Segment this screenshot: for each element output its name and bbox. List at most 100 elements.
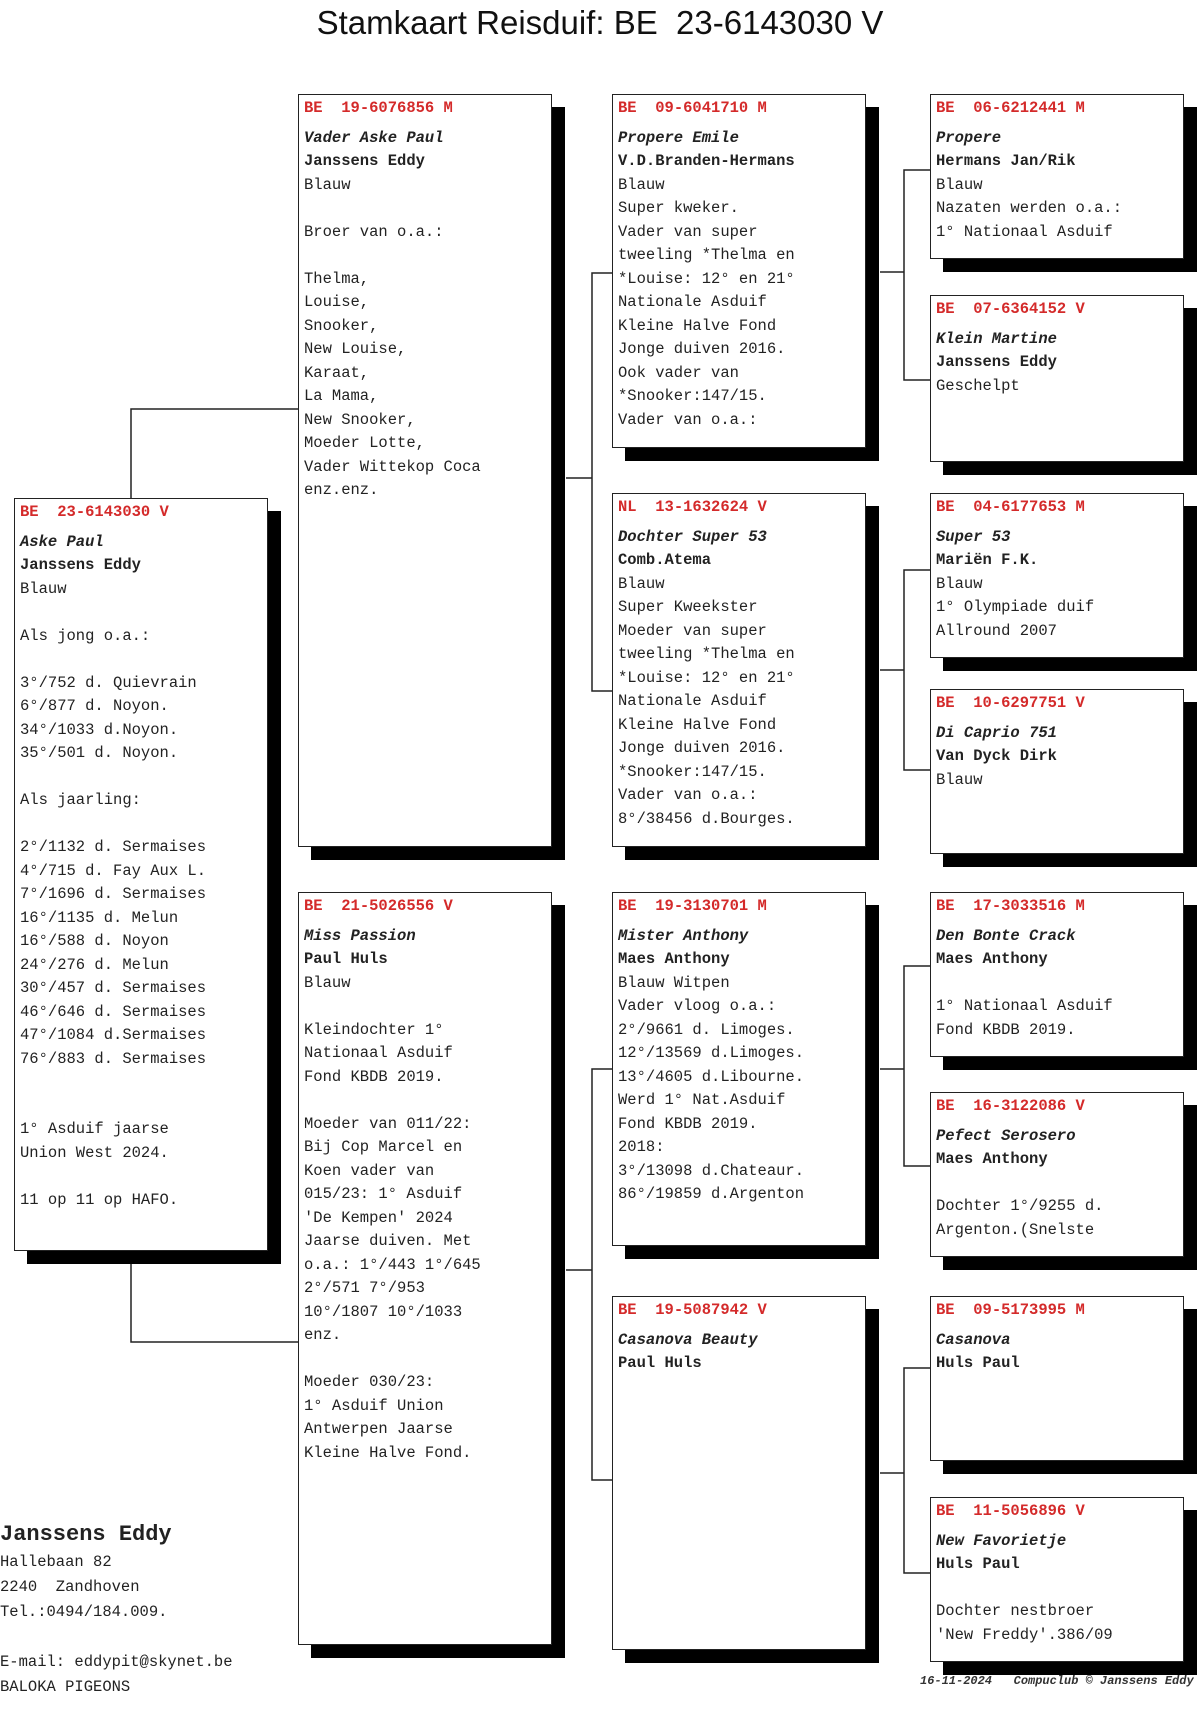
pigeon-owner: Janssens Eddy [20,556,141,574]
pigeon-note-line: Dochter 1°/9255 d. [936,1197,1104,1215]
ring-number: 13-1632624 [655,498,749,516]
pigeon-note-line: Thelma, [304,269,370,288]
pigeon-card-mm: BE 19-5087942 V Casanova Beauty Paul Huls [612,1296,866,1650]
pigeon-card-ff: BE 09-6041710 M Propere Emile V.D.Branden-… [612,94,866,448]
pigeon-note-line: *Louise: 12° en 21° [618,269,795,288]
footer-credit: 16-11-2024 Compuclub © Janssens Eddy [920,1674,1194,1688]
ring-sex: V [757,1301,767,1319]
pigeon-owner: Van Dyck Dirk [936,747,1057,765]
pigeon-note-line: 2°/571 7°/953 [304,1279,425,1297]
ring-number: 06-6212441 [973,99,1067,117]
connector-mm-parents [903,1367,930,1574]
pigeon-name: Pefect Serosero [936,1126,1076,1145]
pigeon-owner: Janssens Eddy [936,353,1057,371]
pigeon-name: New Favorietje [936,1531,1067,1550]
pigeon-note-line [20,648,267,672]
pigeon-name: Propere Emile [618,128,739,147]
pigeon-note-line [304,197,551,221]
pigeon-note-line: 2°/1132 d. Sermaises [20,838,207,856]
pigeon-note-line: Blauw [936,574,983,593]
pigeon-note-line: 86°/19859 d.Argenton [618,1185,805,1203]
pigeon-note-line: Bij Cop Marcel en [304,1138,463,1156]
pigeon-note-line [20,813,267,837]
pigeon-card-mfm: BE 16-3122086 V Pefect Serosero Maes Antho… [930,1092,1184,1257]
pigeon-card-ffm: BE 07-6364152 V Klein Martine Janssens Edd… [930,295,1184,462]
pigeon-note-line: Kleindochter 1° [304,1020,444,1039]
pigeon-card-fm: NL 13-1632624 V Dochter Super 53 Comb.Atem… [612,493,866,847]
pigeon-note-line [936,1577,1183,1601]
pigeon-note-line: Vader van o.a.: [618,410,758,429]
pigeon-owner: Mariën F.K. [936,551,1039,569]
ring-sex: V [159,503,169,521]
pigeon-note-line: Jaarse duiven. Met [304,1232,472,1250]
pigeon-note-line: Werd 1° Nat.Asduif [618,1091,786,1109]
ring-sex: M [757,897,767,915]
pigeon-note-line: Antwerpen Jaarse [304,1420,453,1438]
pigeon-card-fff: BE 06-6212441 M Propere Hermans Jan/Rik Bla… [930,94,1184,259]
pigeon-card-fmf: BE 04-6177653 M Super 53 Mariën F.K. Blauw 1… [930,493,1184,658]
pigeon-owner: Maes Anthony [936,1150,1048,1168]
pigeon-note-line: Geschelpt [936,376,1020,395]
pigeon-card-mmm: BE 11-5056896 V New Favorietje Huls Paul Do… [930,1497,1184,1662]
ring-number: 16-3122086 [973,1097,1067,1115]
ring-country: BE [618,1301,637,1319]
ring-number: 09-6041710 [655,99,749,117]
pigeon-note-line [20,601,267,625]
connector-fm-parents [903,569,930,771]
pigeon-note-line: 'De Kempen' 2024 [304,1208,453,1227]
breeder-info: Janssens Eddy Hallebaan 82 2240 Zandhoven… [0,1520,233,1700]
pigeon-note-line: Broer van o.a.: [304,222,444,241]
pigeon-note-line: Nazaten werden o.a.: [936,199,1123,217]
ring-country: BE [618,99,637,117]
pigeon-note-line: 6°/877 d. Noyon. [20,697,169,715]
pigeon-note-line: Karaat, [304,363,370,382]
ring-sex: V [1075,1097,1085,1115]
pigeon-note-line [304,244,551,268]
ring-sex: M [1075,498,1085,516]
pigeon-name: Den Bonte Crack [936,926,1076,945]
pigeon-note-line: enz.enz. [304,481,379,499]
ring-number: NL 13-1632624 V [618,496,865,520]
pigeon-note-line: 2018: [618,1138,665,1156]
pigeon-note-line: Fond KBDB 2019. [618,1114,758,1133]
pigeon-note-line: Vader Wittekop Coca [304,457,481,476]
connector-main-father [130,408,298,498]
ring-number: BE 19-6076856 M [304,97,551,121]
pigeon-note-line: Nationaal Asduif [304,1044,453,1062]
pigeon-note-line: 10°/1807 10°/1033 [304,1302,463,1321]
pigeon-note-line: 1° Nationaal Asduif [936,222,1113,241]
pigeon-name: Casanova [936,1330,1011,1349]
pigeon-name: Vader Aske Paul [304,128,444,147]
ring-number: BE 04-6177653 M [936,496,1183,520]
pigeon-note-line: 16°/588 d. Noyon [20,932,169,950]
pigeon-name: Dochter Super 53 [618,527,767,546]
pigeon-note-line: *Snooker:147/15. [618,762,767,781]
pigeon-card-main: BE 23-6143030 V Aske Paul Janssens Eddy Bla… [14,498,268,1251]
pigeon-note-line: Vader van super [618,222,758,241]
ring-number: 21-5026556 [341,897,435,915]
pigeon-note-line [936,972,1183,996]
pigeon-note-line [304,1089,551,1113]
pigeon-note-line: Ook vader van [618,363,739,382]
ring-country: BE [936,300,955,318]
pigeon-note-line [20,1095,267,1119]
ring-number: BE 17-3033516 M [936,895,1183,919]
pigeon-owner: Huls Paul [936,1354,1020,1372]
pigeon-card-fmm: BE 10-6297751 V Di Caprio 751 Van Dyck Dir… [930,689,1184,854]
ring-number: BE 21-5026556 V [304,895,551,919]
ring-country: BE [936,897,955,915]
ring-number: BE 16-3122086 V [936,1095,1183,1119]
ring-country: BE [618,897,637,915]
pigeon-note-line [304,1348,551,1372]
ring-country: BE [936,1502,955,1520]
pigeon-note-line: Super Kweekster [618,598,758,616]
ring-country: BE [936,694,955,712]
pigeon-note-line: 1° Olympiade duif [936,598,1095,616]
pigeon-note-line: 30°/457 d. Sermaises [20,979,207,997]
pigeon-card-mmf: BE 09-5173995 M Casanova Huls Paul [930,1296,1184,1461]
pigeon-name: Klein Martine [936,329,1057,348]
ring-number: BE 19-3130701 M [618,895,865,919]
ring-number: 17-3033516 [973,897,1067,915]
breeder-info-line: Tel.:0494/184.009. [0,1603,168,1621]
